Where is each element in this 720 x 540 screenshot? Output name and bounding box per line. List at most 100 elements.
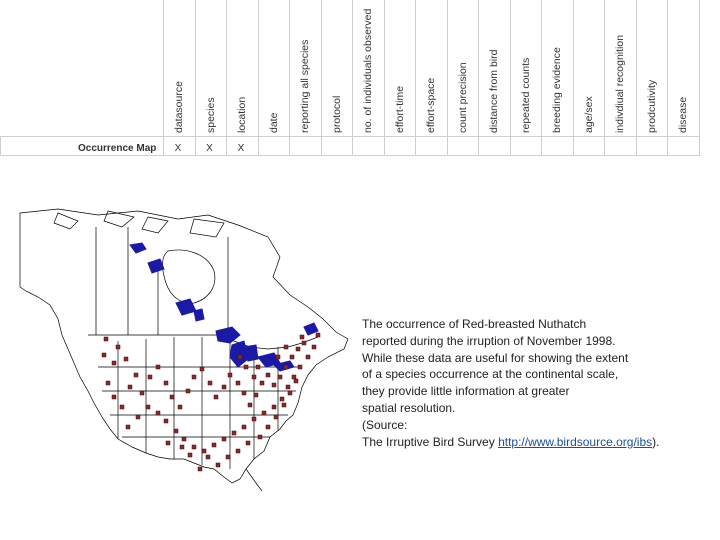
occurrence-point	[221, 436, 227, 442]
occurrence-point	[315, 332, 321, 338]
occurrence-point	[261, 410, 267, 416]
occurrence-point	[205, 454, 211, 460]
lake-shape	[303, 322, 319, 336]
occurrence-point	[185, 388, 191, 394]
occurrence-point	[273, 414, 279, 420]
column-header: no. of individuals observed	[362, 8, 374, 133]
occurrence-point	[111, 360, 117, 366]
occurrence-point	[187, 452, 193, 458]
column-header: count precision	[456, 62, 469, 133]
occurrence-point	[241, 390, 247, 396]
occurrence-point	[145, 404, 151, 410]
occurrence-point	[271, 382, 277, 388]
occurrence-point	[291, 374, 297, 380]
occurrence-point	[173, 428, 179, 434]
column-header: age/sex	[582, 96, 595, 133]
occurrence-point	[115, 344, 121, 350]
occurrence-point	[227, 372, 233, 378]
column-header: species	[204, 97, 217, 133]
occurrence-point	[191, 444, 197, 450]
occurrence-point	[299, 334, 305, 340]
occurrence-point	[247, 402, 253, 408]
occurrence-point	[111, 394, 117, 400]
column-rule	[415, 0, 416, 156]
column-rule	[541, 0, 542, 156]
occurrence-point	[215, 462, 221, 468]
occurrence-point	[235, 448, 241, 454]
caption-line: they provide little information at great…	[362, 384, 570, 399]
occurrence-point	[199, 366, 205, 372]
column-header: distance from bird	[488, 49, 500, 133]
column-rule	[604, 0, 605, 156]
column-header: repeated counts	[519, 57, 532, 133]
source-link[interactable]: http://www.birdsource.org/ibs	[498, 434, 653, 449]
occurrence-point	[135, 414, 141, 420]
lake-shape	[215, 326, 241, 344]
occurrence-point	[197, 466, 203, 472]
occurrence-point	[237, 354, 243, 360]
occurrence-point	[289, 354, 295, 360]
occurrence-point	[281, 402, 287, 408]
table-first-column-rule	[163, 0, 164, 156]
occurrence-point	[191, 374, 197, 380]
column-rule	[352, 0, 353, 156]
occurrence-point	[297, 364, 303, 370]
occurrence-point	[123, 356, 129, 362]
occurrence-point	[257, 434, 263, 440]
column-header: location	[236, 96, 248, 133]
column-header: effort-space	[425, 77, 437, 133]
occurrence-point	[213, 394, 219, 400]
caption-line: spatial resolution.	[362, 400, 456, 415]
column-header: datasource	[173, 81, 185, 133]
occurrence-point	[101, 352, 107, 358]
occurrence-point	[251, 416, 257, 422]
occurrence-point	[295, 346, 301, 352]
row-label-occurrence-map: Occurrence Map	[78, 143, 157, 154]
occurrence-point	[265, 424, 271, 430]
occurrence-point	[147, 374, 153, 380]
caption-line: reported during the irruption of Novembe…	[362, 333, 616, 348]
occurrence-point	[103, 336, 109, 342]
occurrence-point	[127, 384, 133, 390]
caption-line: of a species occurrence at the continent…	[362, 367, 619, 382]
occurrence-map	[18, 207, 354, 492]
occurrence-point	[133, 372, 139, 378]
cell-mark: X	[206, 143, 213, 154]
caption-line: The occurrence of Red-breasted Nuthatch	[362, 317, 587, 331]
occurrence-point	[211, 442, 217, 448]
occurrence-point	[163, 418, 169, 424]
occurrence-point	[285, 384, 291, 390]
occurrence-point	[155, 364, 161, 370]
occurrence-point	[225, 454, 231, 460]
occurrence-point	[253, 392, 259, 398]
column-rule	[383, 0, 385, 156]
column-rule	[572, 0, 574, 156]
occurrence-point	[163, 380, 169, 386]
map-caption: The occurrence of Red-breasted Nuthatch …	[362, 316, 718, 450]
occurrence-point	[235, 380, 241, 386]
occurrence-point	[293, 378, 299, 384]
lake-shape	[129, 242, 147, 254]
column-rule	[667, 0, 668, 156]
table-bottom-rule	[0, 155, 700, 156]
occurrence-point	[241, 424, 247, 430]
lake-shape	[147, 258, 165, 274]
occurrence-point	[243, 364, 249, 370]
occurrence-point	[169, 394, 175, 400]
column-rule	[194, 0, 196, 156]
occurrence-point	[201, 448, 207, 454]
table-header-rule	[0, 136, 700, 137]
occurrence-point	[271, 404, 277, 410]
lake-shape	[175, 298, 197, 316]
column-header: prodcutivity	[645, 79, 658, 133]
occurrence-point	[301, 340, 307, 346]
occurrence-point	[283, 344, 289, 350]
occurrence-point	[125, 424, 131, 430]
table-left-rule	[0, 136, 1, 156]
occurrence-point	[277, 374, 283, 380]
column-header: date	[267, 112, 280, 133]
occurrence-point	[283, 364, 289, 370]
occurrence-point	[287, 390, 293, 396]
cell-mark: X	[237, 143, 245, 154]
column-rule	[698, 0, 700, 156]
